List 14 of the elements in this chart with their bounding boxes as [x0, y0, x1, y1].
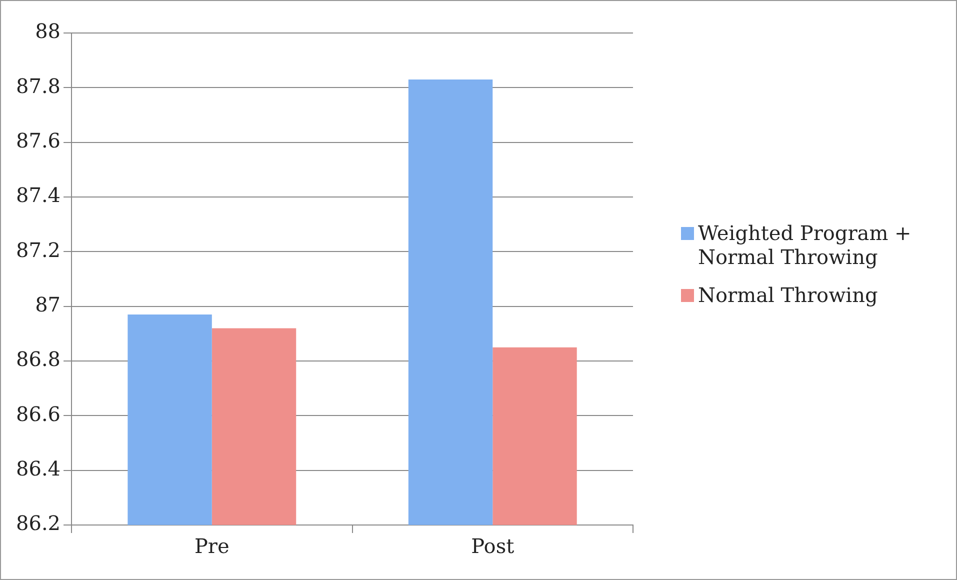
x-tick-label: Pre [194, 534, 230, 558]
y-tick-label: 86.8 [16, 347, 61, 372]
y-tick-label: 86.6 [16, 402, 61, 426]
x-tick-label: Post [471, 534, 514, 558]
y-tick-label: 87 [35, 292, 61, 317]
legend-label: Normal Throwing [698, 283, 878, 307]
y-tick-label: 88 [35, 19, 61, 44]
legend-label: Weighted Program + Normal Throwing [698, 221, 912, 269]
y-tick-label: 87.2 [16, 238, 61, 262]
y-tick-label: 87.4 [16, 183, 61, 208]
y-tick-label: 87.8 [16, 74, 61, 98]
y-tick-label: 86.4 [16, 456, 61, 481]
y-tick-label: 86.2 [16, 511, 61, 536]
y-tick-label: 87.6 [16, 128, 61, 153]
